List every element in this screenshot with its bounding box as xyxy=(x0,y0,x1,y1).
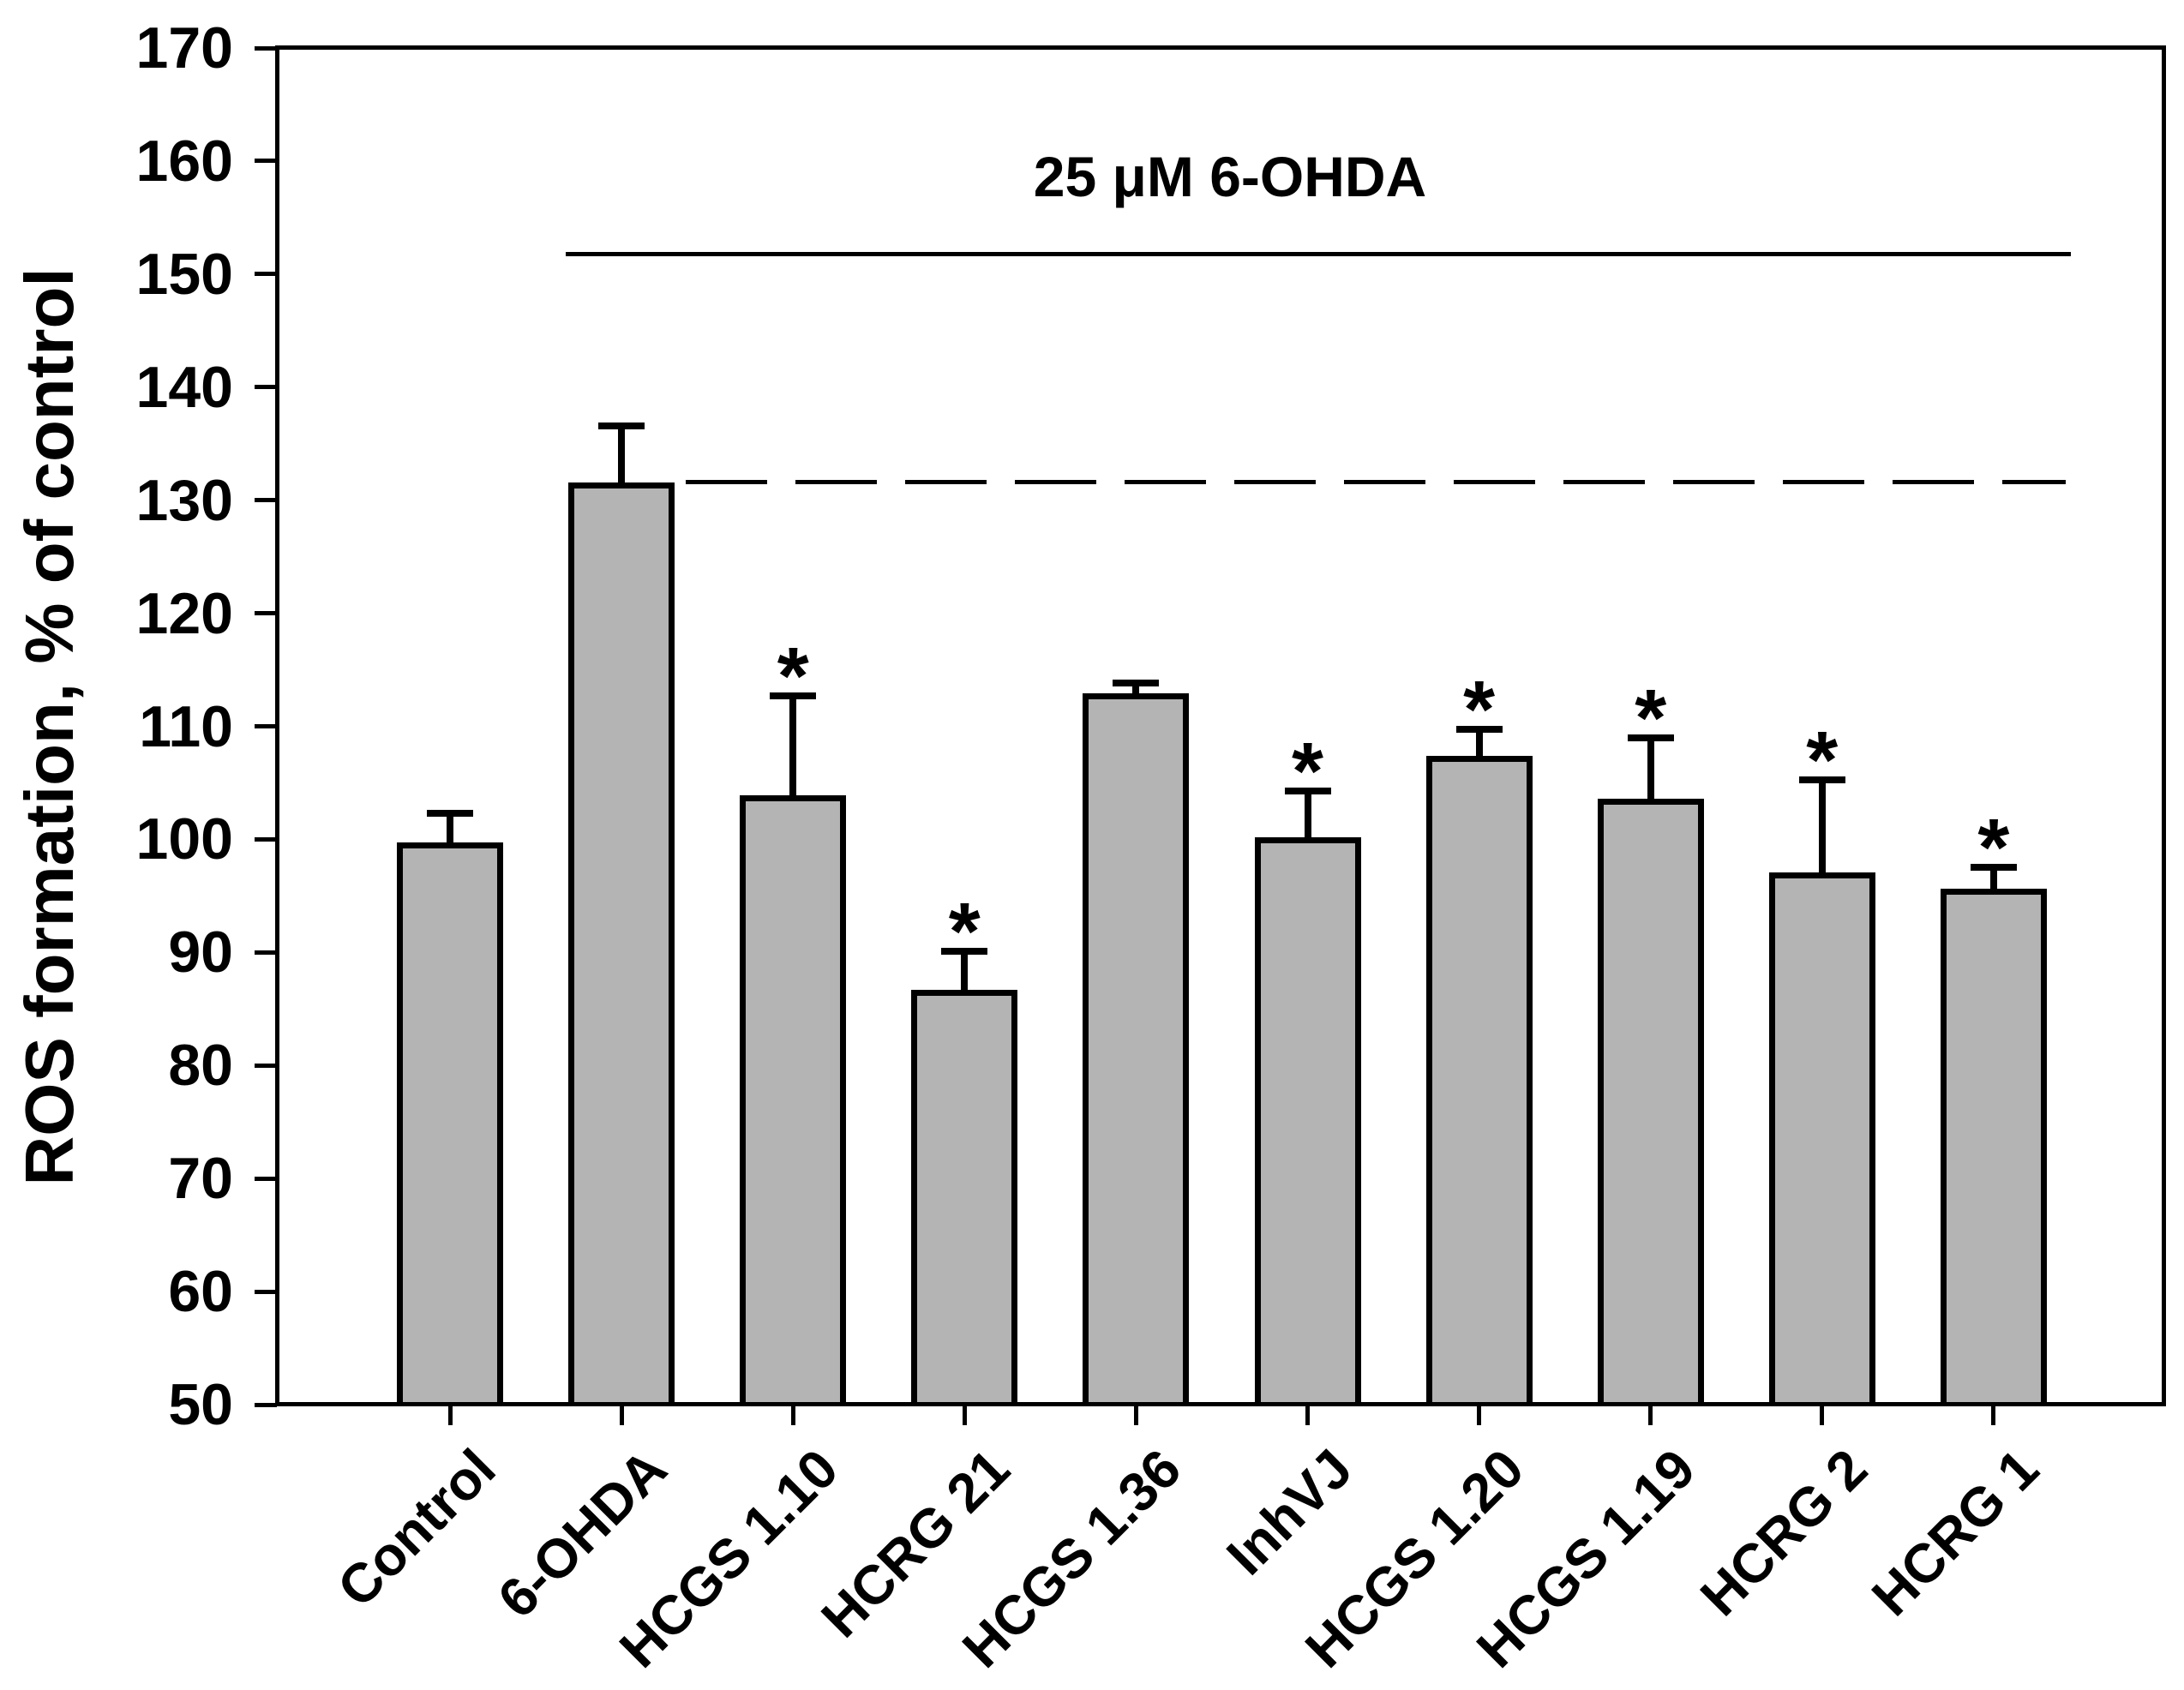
error-bar-line xyxy=(1647,737,1654,799)
y-tick xyxy=(255,385,277,390)
error-bar-cap xyxy=(1455,726,1503,734)
y-tick-label: 160 xyxy=(135,128,233,194)
y-tick-label: 50 xyxy=(168,1372,233,1437)
y-tick-label: 80 xyxy=(168,1033,233,1099)
error-bar-cap xyxy=(1798,776,1845,783)
significance-asterisk: * xyxy=(1292,725,1323,817)
bar-hcgs-1-19 xyxy=(1597,798,1704,1402)
x-tick xyxy=(1648,1406,1653,1425)
error-bar-cap xyxy=(1627,734,1674,741)
error-bar-line xyxy=(1818,779,1826,872)
x-tick xyxy=(790,1406,795,1425)
y-tick xyxy=(255,1063,277,1068)
x-tick-label: HCRG 1 xyxy=(1860,1437,2050,1628)
bar-6-ohda xyxy=(568,482,675,1402)
x-tick xyxy=(1477,1406,1482,1425)
y-tick-label: 130 xyxy=(135,467,233,533)
bar-hcgs-1-36 xyxy=(1083,693,1190,1402)
y-tick xyxy=(255,1176,277,1181)
bar-hcrg-21 xyxy=(911,989,1018,1402)
treatment-bracket-line xyxy=(566,252,2071,256)
x-tick xyxy=(1305,1406,1310,1425)
bar-hcrg-1 xyxy=(1940,889,2047,1402)
y-tick xyxy=(255,950,277,955)
error-bar-cap xyxy=(1113,680,1160,687)
y-tick xyxy=(255,1289,277,1294)
error-bar-line xyxy=(789,695,797,795)
y-tick xyxy=(255,724,277,728)
y-tick xyxy=(255,272,277,277)
x-tick-label: HCRG 2 xyxy=(1688,1437,1879,1628)
bar-hcrg-2 xyxy=(1768,872,1875,1402)
y-tick-label: 140 xyxy=(135,354,233,420)
error-bar-cap xyxy=(1284,787,1331,794)
x-tick xyxy=(1133,1406,1138,1425)
y-tick xyxy=(255,498,277,503)
y-axis-title: ROS formation, % of control xyxy=(11,267,87,1186)
error-bar-cap xyxy=(1970,864,2017,872)
bar-hcgs-1-10 xyxy=(740,794,847,1402)
bar-hcgs-1-20 xyxy=(1425,755,1533,1402)
y-tick xyxy=(255,159,277,164)
y-tick-label: 100 xyxy=(135,806,233,872)
significance-asterisk: * xyxy=(1977,802,2010,894)
treatment-annotation: 25 μM 6-OHDA xyxy=(1033,145,1427,208)
y-tick xyxy=(255,45,277,51)
significance-asterisk: * xyxy=(1635,672,1667,764)
y-tick-label: 120 xyxy=(135,580,233,646)
error-bar-cap xyxy=(598,422,645,429)
significance-asterisk: * xyxy=(1463,664,1496,756)
error-bar-line xyxy=(961,951,969,990)
y-tick-label: 170 xyxy=(135,15,233,81)
y-tick-label: 110 xyxy=(139,693,233,759)
x-tick xyxy=(962,1406,967,1425)
significance-asterisk: * xyxy=(948,886,981,977)
y-tick xyxy=(255,1402,277,1407)
y-tick-label: 60 xyxy=(168,1259,233,1325)
y-tick xyxy=(255,611,277,616)
dashed-reference-line xyxy=(686,480,2066,484)
y-tick-label: 90 xyxy=(168,920,233,986)
bar-control xyxy=(397,842,503,1402)
y-tick-label: 150 xyxy=(135,241,233,307)
x-tick-label: Control xyxy=(325,1437,507,1619)
error-bar-line xyxy=(1132,683,1140,694)
x-tick xyxy=(1991,1406,1996,1425)
bar-inhvj xyxy=(1254,836,1361,1402)
x-tick xyxy=(447,1406,453,1425)
error-bar-line xyxy=(447,813,453,843)
error-bar-line xyxy=(1304,790,1311,837)
plot-area xyxy=(275,45,2166,1406)
error-bar-line xyxy=(1475,729,1483,756)
y-tick-label: 70 xyxy=(168,1146,233,1212)
error-bar-cap xyxy=(770,692,817,699)
error-bar-line xyxy=(618,425,626,482)
x-tick xyxy=(1820,1406,1825,1425)
error-bar-line xyxy=(1989,867,1997,890)
error-bar-cap xyxy=(941,948,988,955)
significance-asterisk: * xyxy=(777,630,809,722)
significance-asterisk: * xyxy=(1806,714,1839,806)
x-tick-label: InhVJ xyxy=(1215,1437,1365,1587)
error-bar-cap xyxy=(427,810,473,818)
y-tick xyxy=(255,836,277,842)
x-tick xyxy=(619,1406,624,1425)
